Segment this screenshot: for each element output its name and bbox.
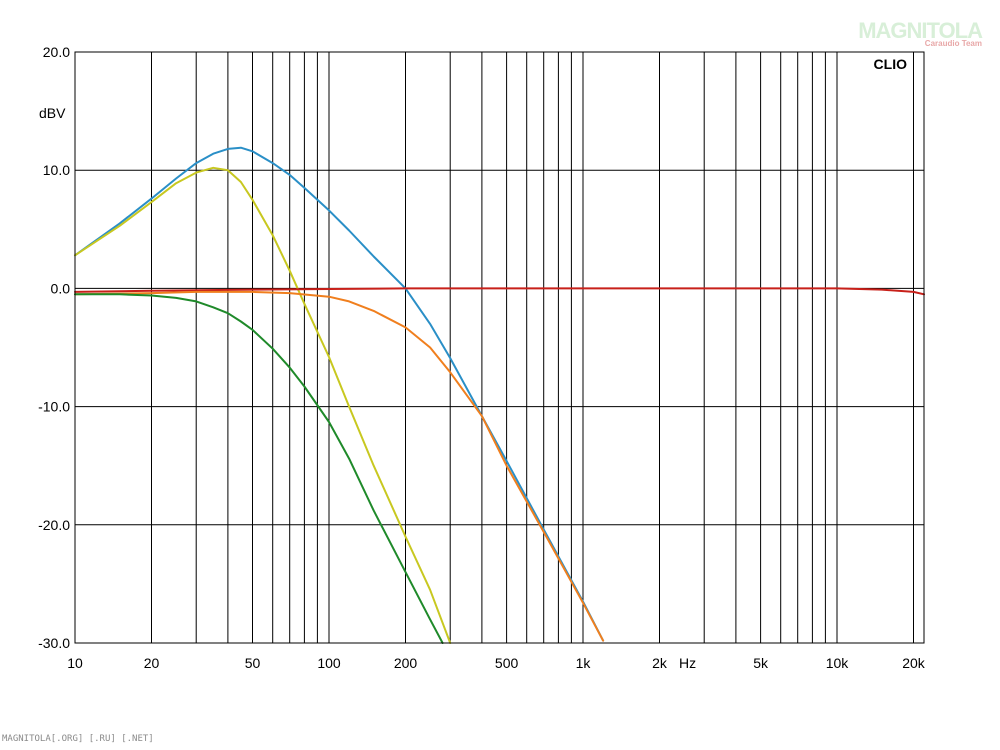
y-tick-label: 10.0	[43, 162, 70, 178]
grid-lines	[75, 52, 924, 643]
series-group	[74, 146, 925, 644]
footer-watermark: MAGNITOLA[.ORG] [.RU] [.NET]	[2, 734, 154, 744]
x-tick-labels: 10 20 50 100 200 500 1k 2k 5k 10k 20k	[67, 655, 926, 671]
y-axis-label: dBV	[39, 105, 66, 121]
x-axis-unit: Hz	[679, 655, 696, 671]
y-tick-label: 0.0	[51, 280, 71, 296]
series-line-5	[74, 293, 444, 644]
y-tick-label: 20.0	[43, 44, 70, 60]
y-tick-labels: 20.0 10.0 0.0 -10.0 -20.0 -30.0	[38, 44, 70, 651]
x-tick-label: 1k	[576, 655, 592, 671]
y-tick-label: -30.0	[38, 635, 70, 651]
watermark-logo: MAGNITOLA	[858, 18, 983, 43]
x-tick-label: 20	[144, 655, 160, 671]
clio-brand-label: CLIO	[874, 56, 908, 72]
y-tick-label: -10.0	[38, 399, 70, 415]
y-tick-label: -20.0	[38, 517, 70, 533]
x-tick-label: 2k	[652, 655, 668, 671]
x-tick-label: 500	[495, 655, 519, 671]
magnitola-watermark: MAGNITOLA Caraudio Team	[858, 18, 983, 48]
x-tick-label: 200	[394, 655, 418, 671]
plot-border	[74, 51, 925, 644]
x-tick-label: 100	[317, 655, 341, 671]
series-line-4	[74, 290, 605, 642]
x-tick-label: 20k	[902, 655, 926, 671]
series-line-1	[74, 146, 605, 642]
watermark-subtitle: Caraudio Team	[924, 39, 982, 48]
series-line-3	[74, 287, 925, 296]
x-tick-label: 50	[245, 655, 261, 671]
series-line-2	[74, 166, 452, 644]
x-tick-label: 10k	[826, 655, 850, 671]
x-tick-label: 5k	[753, 655, 769, 671]
x-tick-label: 10	[67, 655, 83, 671]
